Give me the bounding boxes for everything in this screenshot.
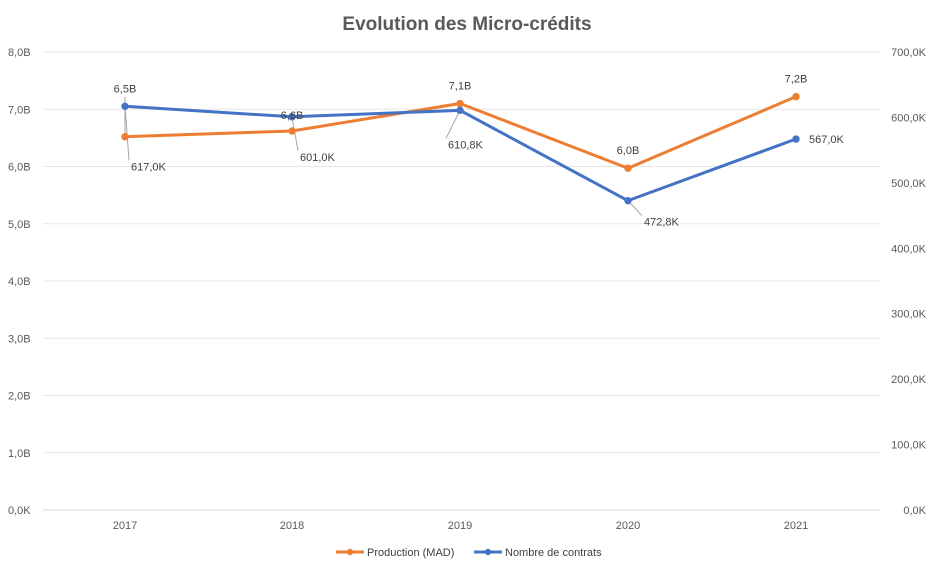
- left-tick-label: 1,0B: [8, 448, 31, 460]
- left-tick-label: 0,0K: [8, 505, 31, 517]
- legend-label: Production (MAD): [367, 547, 454, 559]
- right-tick-label: 700,0K: [891, 47, 927, 59]
- data-label: 617,0K: [131, 161, 167, 173]
- left-tick-label: 5,0B: [8, 219, 31, 231]
- leader-line: [291, 116, 299, 151]
- data-label: 7,2B: [785, 74, 808, 86]
- data-point: [624, 196, 632, 205]
- series-layer: [121, 92, 800, 205]
- x-axis: 2017 2018 2019 2020 2021: [113, 520, 808, 532]
- right-tick-label: 300,0K: [891, 309, 927, 321]
- x-tick-label: 2018: [280, 520, 304, 532]
- right-tick-label: 600,0K: [891, 112, 927, 124]
- data-label: 6,5B: [114, 84, 137, 96]
- left-tick-label: 2,0B: [8, 391, 31, 403]
- legend-swatch-marker: [346, 548, 354, 556]
- x-tick-label: 2017: [113, 520, 137, 532]
- x-tick-label: 2020: [616, 520, 640, 532]
- data-point: [288, 127, 296, 135]
- left-tick-label: 7,0B: [8, 104, 31, 116]
- left-tick-label: 3,0B: [8, 333, 31, 345]
- x-tick-label: 2021: [784, 520, 808, 532]
- data-point: [121, 102, 129, 111]
- leader-line: [124, 106, 130, 161]
- right-tick-label: 200,0K: [891, 374, 927, 386]
- data-label: 6,6B: [281, 110, 304, 122]
- legend: Production (MAD) Nombre de contrats: [336, 547, 602, 559]
- x-tick-label: 2019: [448, 520, 472, 532]
- data-label: 6,0B: [617, 145, 640, 157]
- data-labels: 6,5B 6,6B 7,1B 6,0B 7,2B 617,0K 601,0K 610,8K 47…: [114, 74, 845, 229]
- legend-label: Nombre de contrats: [505, 547, 602, 559]
- right-tick-label: 400,0K: [891, 243, 927, 255]
- data-label: 601,0K: [300, 152, 336, 164]
- data-label: 472,8K: [644, 217, 680, 229]
- data-point: [792, 135, 800, 143]
- left-tick-label: 8,0B: [8, 47, 31, 59]
- data-label: 567,0K: [809, 134, 845, 146]
- leader-line: [445, 110, 461, 139]
- left-tick-label: 4,0B: [8, 276, 31, 288]
- left-tick-label: 6,0B: [8, 162, 31, 174]
- data-point: [288, 113, 296, 121]
- chart-title: Evolution des Micro-crédits: [342, 14, 591, 35]
- data-label: 7,1B: [449, 81, 472, 93]
- data-point: [121, 133, 129, 141]
- data-label: 610,8K: [448, 139, 484, 151]
- legend-swatch-marker: [484, 548, 492, 556]
- data-point: [792, 92, 800, 101]
- right-tick-label: 100,0K: [891, 440, 927, 452]
- data-point: [456, 99, 464, 108]
- data-point: [456, 106, 464, 115]
- data-point: [624, 164, 632, 172]
- right-tick-label: 500,0K: [891, 178, 927, 190]
- right-tick-label: 0,0K: [903, 505, 926, 517]
- right-axis: 0,0K 100,0K 200,0K 300,0K 400,0K 500,0K 600,0K…: [891, 47, 927, 517]
- left-axis: 0,0K 1,0B 2,0B 3,0B 4,0B 5,0B 6,0B 7,0B 8,0B: [8, 47, 31, 517]
